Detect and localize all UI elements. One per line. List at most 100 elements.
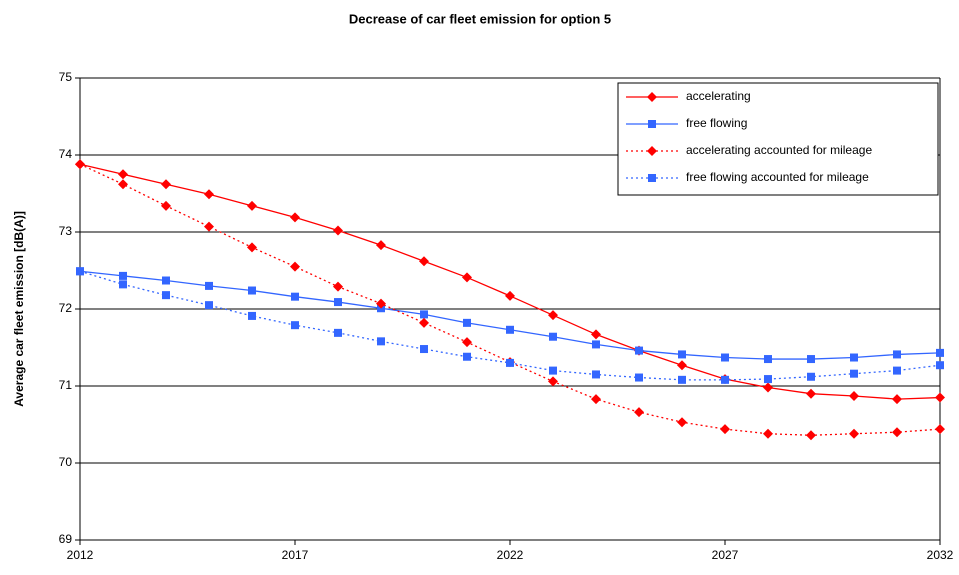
- square-marker: [549, 332, 557, 341]
- legend-label: accelerating: [686, 89, 751, 103]
- diamond-marker: [935, 424, 945, 435]
- square-marker: [592, 370, 600, 379]
- square-marker: [162, 276, 170, 285]
- x-tick-label: 2027: [712, 548, 739, 562]
- diamond-marker: [118, 179, 128, 190]
- y-tick-label: 69: [59, 532, 73, 546]
- square-marker: [377, 337, 385, 346]
- diamond-marker: [647, 146, 657, 156]
- square-marker: [420, 310, 428, 319]
- diamond-marker: [462, 337, 472, 348]
- legend-box: [617, 82, 939, 196]
- square-marker: [807, 355, 815, 364]
- square-marker: [162, 291, 170, 300]
- square-marker: [463, 352, 471, 361]
- square-marker: [420, 345, 428, 354]
- diamond-marker: [720, 424, 730, 435]
- square-marker: [205, 301, 213, 310]
- square-marker: [592, 340, 600, 349]
- diamond-marker: [161, 200, 171, 211]
- square-marker: [893, 366, 901, 375]
- diamond-marker: [419, 256, 429, 267]
- legend-label: free flowing: [686, 116, 747, 130]
- square-marker: [248, 286, 256, 295]
- square-marker: [764, 355, 772, 364]
- square-marker: [248, 311, 256, 320]
- y-tick-label: 74: [59, 147, 73, 161]
- square-marker: [764, 375, 772, 384]
- diamond-marker: [118, 169, 128, 180]
- diamond-marker: [247, 242, 257, 253]
- diamond-marker: [935, 392, 945, 403]
- diamond-marker: [548, 310, 558, 321]
- diamond-marker: [849, 391, 859, 402]
- y-axis-label: Average car fleet emission [dB(A)]: [12, 211, 26, 407]
- diamond-marker: [290, 261, 300, 272]
- x-tick-label: 2017: [282, 548, 309, 562]
- diamond-marker: [647, 92, 657, 102]
- legend-label: accelerating accounted for mileage: [686, 143, 872, 157]
- square-marker: [334, 328, 342, 337]
- square-marker: [635, 373, 643, 382]
- square-marker: [205, 281, 213, 290]
- x-tick-label: 2022: [497, 548, 524, 562]
- series-line: [79, 163, 941, 436]
- diamond-marker: [892, 394, 902, 405]
- diamond-marker: [204, 189, 214, 200]
- x-tick-label: 2012: [67, 548, 94, 562]
- diamond-marker: [333, 225, 343, 236]
- square-marker: [291, 321, 299, 330]
- diamond-marker: [677, 360, 687, 371]
- diamond-marker: [290, 212, 300, 223]
- square-marker: [119, 280, 127, 289]
- x-tick-label: 2032: [927, 548, 954, 562]
- diamond-marker: [763, 382, 773, 393]
- square-marker: [76, 267, 84, 276]
- chart-title: Decrease of car fleet emission for optio…: [349, 11, 611, 26]
- diamond-marker: [892, 427, 902, 438]
- square-marker: [291, 292, 299, 301]
- diamond-marker: [763, 428, 773, 439]
- y-tick-label: 73: [59, 224, 73, 238]
- diamond-marker: [75, 159, 85, 170]
- diamond-marker: [333, 281, 343, 292]
- square-marker: [648, 120, 656, 128]
- square-marker: [678, 375, 686, 384]
- square-marker: [850, 353, 858, 362]
- diamond-marker: [806, 430, 816, 441]
- square-marker: [721, 375, 729, 384]
- square-marker: [119, 271, 127, 280]
- diamond-marker: [591, 394, 601, 405]
- square-marker: [936, 348, 944, 357]
- diamond-marker: [849, 428, 859, 439]
- square-marker: [721, 353, 729, 362]
- diamond-marker: [591, 329, 601, 340]
- diamond-marker: [376, 298, 386, 309]
- diamond-marker: [376, 240, 386, 251]
- square-marker: [506, 325, 514, 334]
- diamond-marker: [161, 179, 171, 190]
- y-tick-label: 70: [59, 455, 73, 469]
- diamond-marker: [419, 317, 429, 328]
- diamond-marker: [806, 388, 816, 399]
- square-marker: [893, 350, 901, 359]
- square-marker: [334, 298, 342, 307]
- square-marker: [463, 318, 471, 327]
- square-marker: [506, 358, 514, 367]
- square-marker: [850, 369, 858, 378]
- diamond-marker: [462, 272, 472, 283]
- square-marker: [807, 372, 815, 381]
- diamond-marker: [505, 290, 515, 301]
- y-tick-label: 72: [59, 301, 73, 315]
- diamond-marker: [677, 417, 687, 428]
- diamond-marker: [634, 407, 644, 418]
- diamond-marker: [548, 376, 558, 387]
- legend-label: free flowing accounted for mileage: [686, 170, 869, 184]
- diamond-marker: [204, 221, 214, 232]
- diamond-marker: [247, 200, 257, 211]
- square-marker: [936, 361, 944, 370]
- y-tick-label: 71: [59, 378, 73, 392]
- square-marker: [678, 350, 686, 359]
- square-marker: [635, 346, 643, 355]
- square-marker: [549, 366, 557, 375]
